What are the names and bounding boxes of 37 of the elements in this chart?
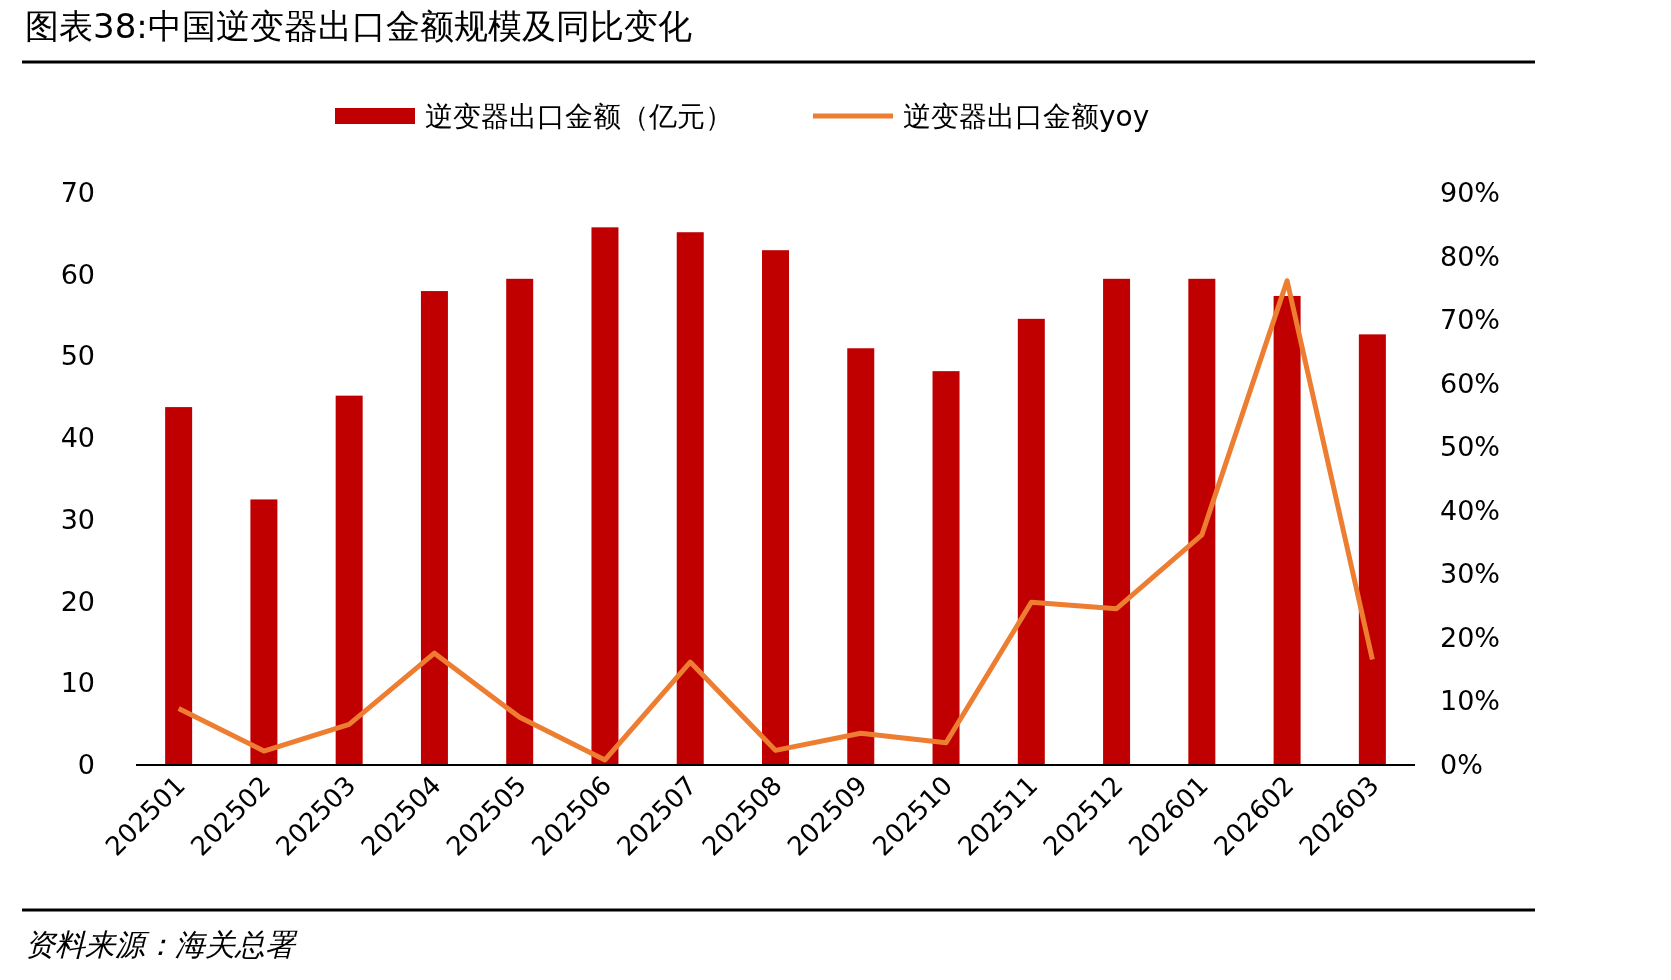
y-tick-label: 40 xyxy=(60,422,95,454)
y2-tick-label: 30% xyxy=(1440,558,1501,590)
y2-tick-label: 50% xyxy=(1440,431,1501,463)
legend-label: 逆变器出口金额yoy xyxy=(903,100,1150,133)
text: 资料来源：海关总署 xyxy=(25,927,298,962)
y2-tick-label: 40% xyxy=(1440,494,1501,526)
bar xyxy=(932,371,960,765)
bar xyxy=(1017,318,1045,765)
y-tick-label: 30 xyxy=(60,503,95,535)
y2-tick-label: 0% xyxy=(1440,749,1483,780)
y2-tick-label: 60% xyxy=(1440,367,1501,399)
bar xyxy=(1103,278,1131,765)
y2-tick-label: 10% xyxy=(1440,685,1501,717)
y-tick-label: 70 xyxy=(60,177,95,208)
bar xyxy=(335,395,363,765)
bar xyxy=(1188,278,1216,765)
chart-title: 图表38:中国逆变器出口金额规模及同比变化 xyxy=(25,6,692,46)
y-tick-label: 10 xyxy=(60,667,95,699)
bar xyxy=(847,348,875,765)
bar xyxy=(762,250,789,765)
legend-label: 逆变器出口金额（亿元） xyxy=(425,100,733,133)
y2-tick-label: 90% xyxy=(1440,177,1501,208)
y-tick-label: 50 xyxy=(60,340,95,372)
bar xyxy=(1273,295,1301,765)
bar xyxy=(420,291,448,765)
bar xyxy=(676,232,704,765)
bar xyxy=(591,227,619,765)
bar xyxy=(165,407,193,765)
bar xyxy=(1358,334,1386,765)
y-tick-label: 0 xyxy=(77,749,95,780)
bar xyxy=(506,278,534,765)
y-tick-label: 60 xyxy=(60,258,95,290)
y-tick-label: 20 xyxy=(60,585,95,617)
y2-tick-label: 80% xyxy=(1440,240,1501,272)
bar xyxy=(250,499,278,765)
y2-tick-label: 20% xyxy=(1440,621,1501,653)
y2-tick-label: 70% xyxy=(1440,304,1501,336)
